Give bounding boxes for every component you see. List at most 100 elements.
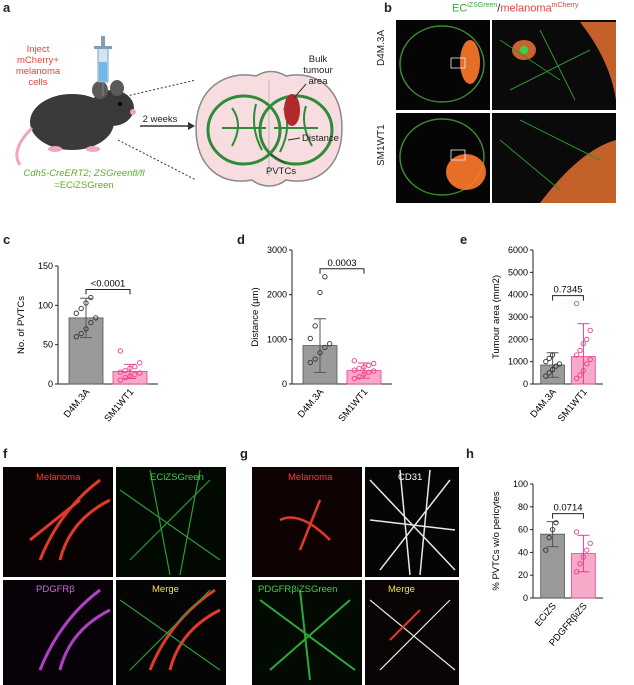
data-point-e: [573, 375, 580, 382]
y-tick-label-c: 0: [48, 379, 53, 389]
p-value-c: <0.0001: [91, 278, 126, 289]
x-tick-label-h-0: ECiZS: [533, 601, 559, 629]
panel-g-q1: Melanoma: [288, 472, 333, 483]
panel-f-q2: ECiZSGreen: [150, 472, 204, 483]
data-point-h: [546, 534, 552, 541]
panel-label-d: d: [237, 232, 245, 247]
pvtcs-pointer: [269, 153, 287, 165]
y-axis-label-h: % PVTCs w/o pericytes: [491, 491, 502, 590]
data-point-e: [543, 373, 549, 379]
data-point-e: [546, 355, 552, 361]
bulk-label-3: area: [308, 76, 328, 87]
data-point-c: [122, 367, 128, 374]
mouse-illustration: [15, 80, 136, 166]
y-tick-label-h: 40: [518, 547, 528, 557]
y-tick-label-e: 3000: [508, 312, 528, 322]
data-point-d: [307, 335, 313, 342]
y-tick-label-h: 20: [518, 570, 528, 580]
data-point-e: [549, 366, 556, 373]
data-point-h: [549, 526, 556, 533]
data-point-e: [584, 336, 590, 342]
panel-label-g: g: [240, 446, 248, 461]
data-point-d: [371, 360, 377, 367]
inject-label-3: melanoma: [16, 66, 61, 77]
data-point-c: [93, 315, 99, 321]
bulk-label-2: tumour: [303, 65, 333, 76]
data-point-d: [356, 374, 362, 380]
data-point-d: [366, 369, 372, 376]
mouse-ec-label: =ECiZSGreen: [54, 180, 113, 191]
data-point-e: [573, 300, 580, 307]
data-point-c: [117, 348, 123, 354]
y-tick-label-d: 0: [282, 379, 287, 389]
data-point-d: [307, 359, 313, 366]
pvtcs-label: PVTCs: [266, 166, 296, 177]
y-tick-label-h: 60: [518, 525, 528, 535]
y-tick-label-h: 100: [513, 479, 528, 489]
syringe-icon: [94, 36, 112, 96]
data-point-d: [317, 350, 323, 356]
panel-g-q2: CD31: [398, 472, 423, 483]
connector-line-top: [117, 79, 197, 99]
data-point-e: [556, 361, 563, 367]
y-axis-label-d: Distance (µm): [250, 287, 261, 346]
panel-label-h: h: [466, 446, 474, 461]
distance-label: Distance: [302, 133, 339, 144]
y-axis-label-e: Tumour area (mm2): [491, 275, 502, 359]
panel-f-q1: Melanoma: [36, 472, 81, 483]
data-point-d: [351, 358, 357, 364]
data-point-c: [122, 375, 128, 381]
data-point-c: [88, 319, 94, 326]
y-tick-label-c: 50: [43, 340, 53, 350]
data-point-h: [580, 554, 587, 560]
data-point-c: [83, 300, 89, 306]
data-point-e: [580, 341, 587, 347]
data-point-h: [584, 547, 590, 553]
panel-label-b: b: [384, 0, 392, 15]
data-point-e: [580, 367, 587, 374]
data-point-d: [322, 344, 328, 351]
y-axis-label-c: No. of PVTCs: [16, 296, 27, 354]
weeks-label: 2 weeks: [143, 114, 178, 125]
p-value-h: 0.0714: [553, 503, 582, 514]
data-point-h: [543, 547, 549, 553]
panel-f-images: [3, 467, 226, 685]
y-tick-label-d: 3000: [267, 245, 287, 255]
data-point-d: [361, 371, 367, 377]
data-point-c: [73, 334, 79, 340]
panel-f-q4: Merge: [152, 584, 179, 595]
x-tick-label-e-1: SM1WT1: [556, 387, 590, 424]
inject-label-1: Inject: [27, 44, 50, 55]
data-point-c: [137, 370, 143, 376]
data-point-c: [83, 326, 89, 332]
data-point-e: [549, 352, 556, 358]
significance-bracket-h: [552, 513, 584, 519]
data-point-d: [327, 341, 333, 347]
data-point-c: [132, 364, 138, 370]
x-tick-label-c-0: D4M.3A: [62, 386, 93, 420]
p-value-d: 0.0003: [327, 258, 356, 269]
connector-line-bottom: [117, 139, 197, 181]
panel-g-q3: PDGFRβiZSGreen: [258, 584, 338, 595]
data-point-d: [312, 323, 318, 329]
bulk-pointer: [293, 83, 307, 99]
data-point-d: [317, 289, 323, 296]
data-point-c: [73, 310, 79, 316]
y-tick-label-d: 1000: [267, 334, 287, 344]
distance-pointer: [287, 137, 301, 141]
y-tick-label-c: 100: [38, 300, 53, 310]
panel-label-f: f: [3, 446, 8, 461]
panel-b-title-sep: /: [497, 2, 501, 15]
data-point-c: [127, 373, 133, 379]
significance-bracket-e: [552, 295, 584, 301]
y-tick-label-e: 0: [523, 379, 528, 389]
data-point-e: [543, 359, 549, 365]
panel-label-c: c: [3, 232, 11, 247]
data-point-d: [322, 274, 328, 280]
data-point-c: [88, 294, 94, 301]
panel-b-title-red-sup: mCherry: [551, 2, 579, 9]
data-point-d: [351, 367, 357, 373]
inject-label-2: mCherry+: [17, 55, 59, 66]
